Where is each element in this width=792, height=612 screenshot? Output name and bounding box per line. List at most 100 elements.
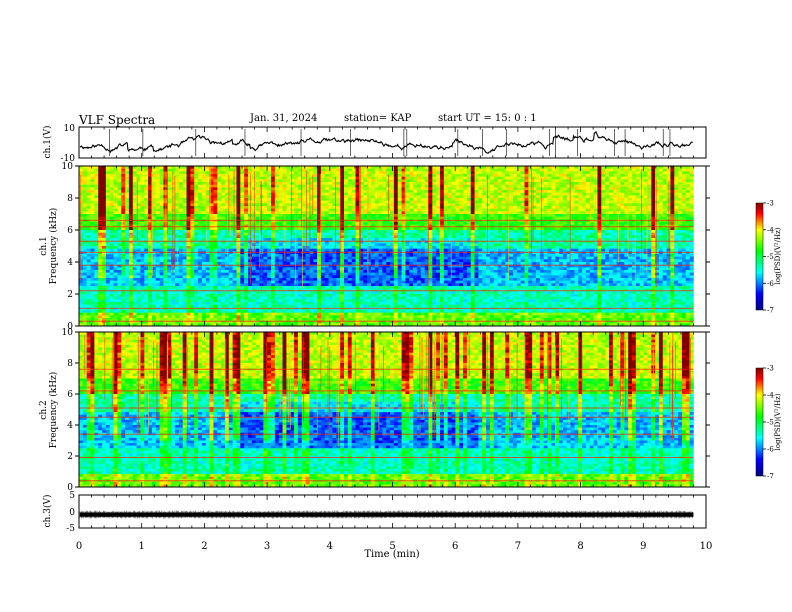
spectrogram-cell (436, 169, 440, 172)
spectrogram-cell (183, 177, 187, 180)
spectrogram-cell (440, 187, 444, 190)
spectrogram-cell (455, 171, 459, 174)
spectrogram-cell (144, 174, 148, 177)
spectrogram-cell (363, 169, 367, 172)
spectrogram-cell (428, 193, 432, 196)
spectrogram-cell (432, 198, 436, 201)
spectrogram-cell (505, 177, 509, 180)
spectrogram-cell (379, 187, 383, 190)
spectrogram-cell (486, 182, 490, 185)
spectrogram-cell (509, 177, 513, 180)
spectrogram-cell (225, 171, 229, 174)
spectrogram-cell (455, 177, 459, 180)
spectrogram-cell (613, 187, 617, 190)
spectrogram-cell (544, 193, 548, 196)
spectrogram-cell (513, 198, 517, 201)
spectrogram-cell (482, 195, 486, 198)
spectrogram-cell (375, 174, 379, 177)
spectrogram-cell (183, 174, 187, 177)
spectrogram-cell (133, 193, 137, 196)
spectrogram-cell (601, 177, 605, 180)
spectrogram-cell (244, 177, 248, 180)
spectrogram-cell (352, 193, 356, 196)
spectrogram-cell (452, 174, 456, 177)
spectrogram-cell (548, 187, 552, 190)
spectrogram-cell (509, 182, 513, 185)
spectrogram-cell (344, 177, 348, 180)
spectrogram-cell (490, 198, 494, 201)
spectrogram-cell (240, 174, 244, 177)
spectrogram-cell (571, 185, 575, 188)
spectrogram-cell (91, 185, 95, 188)
spectrogram-cell (91, 193, 95, 196)
spectrogram-cell (279, 182, 283, 185)
spectrogram-cell (605, 171, 609, 174)
spectrogram-cell (548, 171, 552, 174)
spectrogram-cell (87, 182, 91, 185)
spectrogram-cell (87, 169, 91, 172)
spectrogram-cell (290, 179, 294, 182)
spectrogram-cell (213, 179, 217, 182)
spectrogram-cell (190, 182, 194, 185)
spectrogram-cell (513, 171, 517, 174)
spectrogram-cell (452, 187, 456, 190)
spectrogram-cell (467, 198, 471, 201)
spectrogram-cell (421, 177, 425, 180)
spectrogram-cell (555, 179, 559, 182)
spectrogram-cell (490, 193, 494, 196)
spectrogram-cell (163, 185, 167, 188)
spectrogram-cell (156, 174, 160, 177)
spectrogram-cell (183, 198, 187, 201)
spectrogram-cell (194, 198, 198, 201)
spectrogram-cell (620, 179, 624, 182)
spectrogram-cell (601, 174, 605, 177)
spectrogram-cell (405, 182, 409, 185)
spectrogram-cell (163, 182, 167, 185)
spectrogram-cell (578, 177, 582, 180)
spectrogram-cell (313, 185, 317, 188)
spectrogram-cell (363, 179, 367, 182)
spectrogram-cell (544, 185, 548, 188)
spectrogram-cell (279, 179, 283, 182)
spectrogram-cell (432, 179, 436, 182)
spectrogram-cell (371, 187, 375, 190)
spectrogram-cell (467, 169, 471, 172)
spectrogram-cell (682, 187, 686, 190)
spectrogram-cell (210, 195, 214, 198)
spectrogram-cell (597, 174, 601, 177)
spectrogram-cell (463, 179, 467, 182)
spectrogram-cell (236, 195, 240, 198)
spectrogram-cell (356, 177, 360, 180)
spectrogram-cell (478, 169, 482, 172)
spectrogram-cell (106, 177, 110, 180)
spectrogram-cell (379, 198, 383, 201)
spectrogram-cell (409, 198, 413, 201)
spectrogram-cell (91, 195, 95, 198)
spectrogram-cell (659, 177, 663, 180)
spectrogram-cell (536, 195, 540, 198)
spectrogram-cell (471, 174, 475, 177)
spectrogram-cell (467, 177, 471, 180)
spectrogram-cell (482, 171, 486, 174)
spectrogram-cell (313, 182, 317, 185)
spectrogram-cell (601, 193, 605, 196)
spectrogram-cell (455, 193, 459, 196)
spectrogram-cell (210, 193, 214, 196)
spectrogram-cell (240, 190, 244, 193)
spectrogram-cell (540, 177, 544, 180)
spectrogram-cell (275, 198, 279, 201)
spectrogram-cell (137, 174, 141, 177)
spectrogram-cell (160, 174, 164, 177)
spectrogram-cell (382, 171, 386, 174)
spectrogram-cell (267, 179, 271, 182)
spectrogram-cell (321, 198, 325, 201)
spectrogram-cell (179, 187, 183, 190)
spectrogram-cell (597, 177, 601, 180)
spectrogram-cell (98, 193, 102, 196)
spectrogram-cell (329, 174, 333, 177)
spectrogram-cell (620, 195, 624, 198)
spectrogram-cell (678, 195, 682, 198)
spectrogram-cell (678, 177, 682, 180)
spectrogram-cell (156, 171, 160, 174)
spectrogram-cell (286, 193, 290, 196)
